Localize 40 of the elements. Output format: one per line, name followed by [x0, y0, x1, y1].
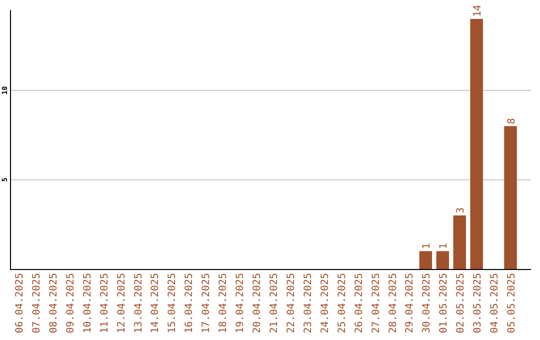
x-tick-label: 04.05.2025	[490, 273, 501, 334]
bar	[504, 126, 517, 269]
x-tick-label: 21.04.2025	[268, 273, 280, 334]
x-tick-label: 14.04.2025	[150, 273, 162, 334]
x-tick-label: 17.04.2025	[201, 273, 212, 334]
bar	[436, 251, 450, 269]
x-tick-label: 23.04.2025	[302, 273, 314, 334]
x-tick-label: 28.04.2025	[388, 273, 399, 334]
data-label: 1	[422, 243, 433, 250]
x-tick-label: 20.04.2025	[252, 273, 264, 334]
x-tick-label: 24.04.2025	[320, 273, 331, 334]
data-label: 1	[438, 243, 450, 250]
x-tick-label: 02.05.2025	[456, 273, 467, 334]
data-label: 14	[472, 4, 484, 17]
x-tick-label: 13.04.2025	[133, 273, 144, 334]
x-tick-label: 22.04.2025	[286, 273, 297, 334]
x-tick-label: 30.04.2025	[422, 273, 433, 334]
data-label: 8	[506, 118, 518, 124]
x-tick-label: 12.04.2025	[116, 273, 128, 334]
x-tick-label: 09.04.2025	[65, 273, 76, 334]
x-tick-label: 19.04.2025	[235, 273, 246, 334]
x-tick-label: 08.04.2025	[48, 273, 60, 334]
x-tick-label: 15.04.2025	[167, 273, 178, 334]
x-tick-label: 06.04.2025	[14, 273, 26, 334]
x-tick-label: 01.05.2025	[438, 273, 450, 334]
x-tick-label: 05.05.2025	[506, 273, 518, 334]
bar	[470, 18, 483, 269]
x-tick-label: 07.04.2025	[31, 273, 42, 334]
x-tick-label: 26.04.2025	[354, 273, 365, 334]
x-tick-label: 03.05.2025	[472, 273, 484, 334]
x-tick-label: 16.04.2025	[184, 273, 196, 334]
x-tick-label: 25.04.2025	[336, 273, 348, 334]
x-tick-label: 11.04.2025	[99, 273, 110, 334]
x-tick-label: 18.04.2025	[218, 273, 230, 334]
data-label: 3	[456, 207, 467, 214]
x-tick-label: 29.04.2025	[404, 273, 416, 334]
bar	[453, 215, 466, 269]
x-tick-label: 10.04.2025	[82, 273, 94, 334]
bar	[419, 251, 432, 269]
x-tick-label: 27.04.2025	[370, 273, 382, 334]
